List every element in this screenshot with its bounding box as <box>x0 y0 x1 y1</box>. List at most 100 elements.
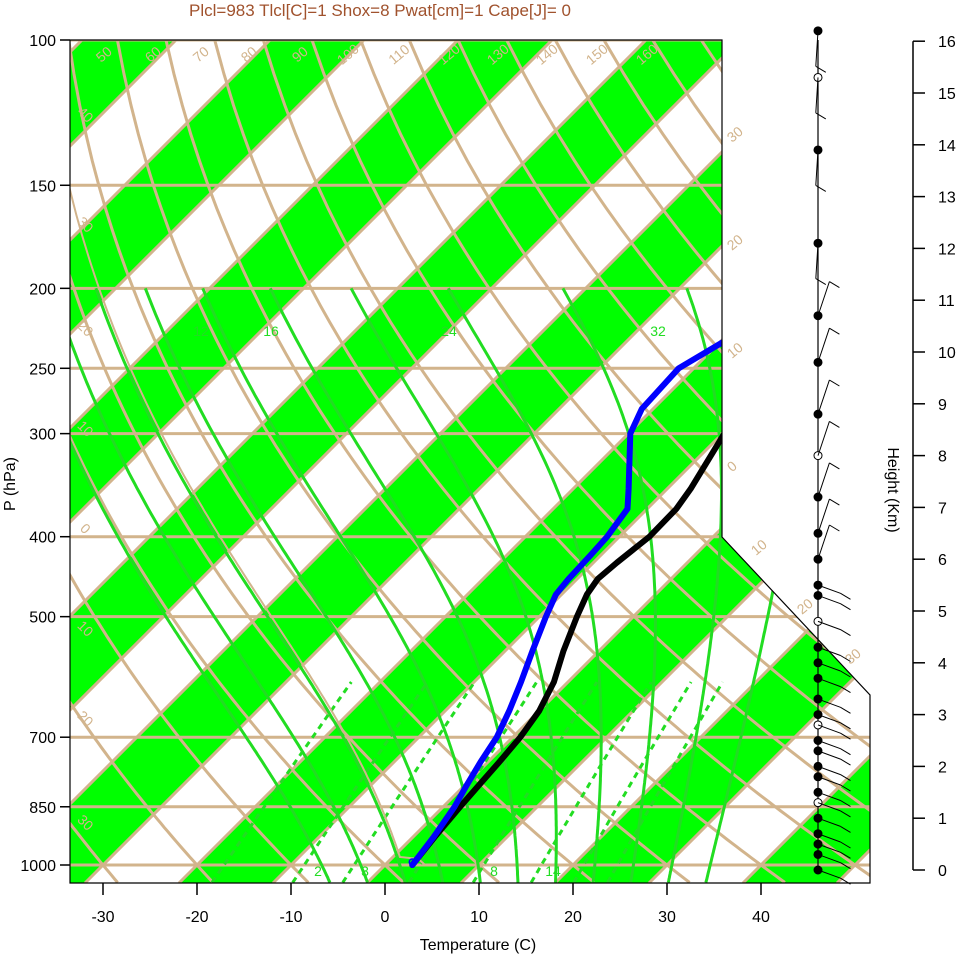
isotherm <box>647 40 870 883</box>
moist-adiabat <box>143 287 445 883</box>
height-tick-label: 11 <box>938 293 955 310</box>
wind-barb-flag <box>840 629 851 637</box>
wind-barb-flag <box>840 862 851 870</box>
isotherm <box>70 40 554 883</box>
wind-barb <box>817 714 841 724</box>
wind-barb-flag <box>829 524 840 532</box>
temperature-band <box>70 40 740 883</box>
x-tick-label: 20 <box>564 909 582 926</box>
wind-barb-flag <box>840 825 851 833</box>
pressure-tick-label: 1000 <box>20 858 56 875</box>
wind-barb-flag <box>840 706 851 714</box>
temperature-band <box>70 40 364 883</box>
height-tick-label: 3 <box>938 708 947 725</box>
parcel-line <box>70 67 426 866</box>
wind-barb <box>817 594 841 605</box>
wind-barb-flag <box>840 722 851 730</box>
wind-barb-flag <box>840 592 851 600</box>
isotherm-label: 110 <box>385 41 413 68</box>
height-tick-label: 4 <box>938 656 947 673</box>
x-tick-label: 30 <box>658 909 676 926</box>
mixing-ratio-line <box>291 681 429 883</box>
wind-barb <box>817 869 841 879</box>
moist-adiabat-label: 32 <box>650 323 666 339</box>
isotherm <box>70 40 460 883</box>
mixing-ratio-line <box>210 681 353 883</box>
isotherm <box>70 40 366 883</box>
isotherm <box>70 40 648 883</box>
wind-barb-flag <box>829 379 840 387</box>
y-axis-label: P (hPa) <box>2 457 19 511</box>
wind-barb <box>815 77 819 113</box>
x-tick-label: -20 <box>185 909 208 926</box>
wind-barb <box>817 833 841 843</box>
dry-adiabat <box>70 40 215 883</box>
pressure-tick-label: 500 <box>29 610 56 627</box>
height-tick-label: 5 <box>938 604 947 621</box>
wind-column <box>813 26 851 885</box>
wind-barb-flag <box>840 774 851 782</box>
isotherm <box>177 40 870 883</box>
wind-barb <box>817 750 841 760</box>
wind-barb-flag <box>840 800 851 807</box>
wind-barb-flag <box>840 655 851 662</box>
x-tick-label: 10 <box>470 909 488 926</box>
dry-adiabat <box>0 2 22 882</box>
wind-barb <box>817 677 841 688</box>
temperature-band <box>555 40 870 883</box>
wind-barb-flag <box>840 748 851 756</box>
dry-adiabat-label: 20 <box>74 707 96 729</box>
wind-barb-flag <box>840 732 851 740</box>
wind-barb-flag <box>840 851 851 859</box>
isotherm-label: 10 <box>724 339 746 361</box>
mixing-ratio-label: 8 <box>490 863 498 879</box>
surface-marker <box>408 858 417 866</box>
x-tick-label: -10 <box>279 909 302 926</box>
wind-barb-flag <box>840 686 851 694</box>
parcel-path <box>70 67 426 866</box>
wind-barb <box>817 498 830 534</box>
x-tick-label: -30 <box>91 909 114 926</box>
moist-adiabat-label: 16 <box>263 323 279 339</box>
moist-adiabat <box>94 287 407 883</box>
wind-barb <box>817 462 830 498</box>
wind-barb <box>817 791 841 801</box>
isotherm <box>70 40 742 883</box>
wind-barb <box>817 776 841 786</box>
mixing-ratio-label: 2 <box>314 863 322 879</box>
pressure-tick-label: 300 <box>29 427 56 444</box>
mixing-ratio-label: 14 <box>545 863 561 879</box>
wind-barb-flag <box>829 498 840 506</box>
isotherm <box>70 40 272 883</box>
wind-barb-flag <box>829 462 840 470</box>
wind-barb <box>817 524 830 560</box>
wind-barb <box>815 149 819 186</box>
height-tick-label: 2 <box>938 759 947 776</box>
wind-barb <box>817 584 841 594</box>
height-tick-label: 13 <box>938 190 956 207</box>
wind-barb-flag <box>815 112 827 120</box>
pressure-tick-label: 700 <box>29 730 56 747</box>
isotherm-label: 70 <box>190 43 212 65</box>
wind-barb-flag <box>829 327 840 335</box>
moist-adiabat <box>70 287 369 883</box>
wind-barb <box>817 740 841 750</box>
wind-barb <box>817 328 830 363</box>
wind-barb <box>817 379 830 415</box>
isotherm-label: 0 <box>724 457 740 474</box>
moist-adiabat-label: 12 <box>193 323 209 339</box>
wind-barb <box>817 765 841 776</box>
mixing-ratio-line <box>341 681 476 883</box>
wind-barb <box>817 724 841 734</box>
mixing-ratio-label: 3 <box>361 863 369 879</box>
wind-barb <box>815 243 819 279</box>
height-tick-label: 6 <box>938 552 947 569</box>
x-tick-label: 0 <box>381 909 390 926</box>
pressure-tick-label: 400 <box>29 530 56 547</box>
pressure-axis: 100 150 200 250 300 400 500 700 850 1000 <box>20 33 70 875</box>
wind-barb <box>817 646 841 656</box>
temperature-band <box>179 40 870 883</box>
wind-barb-flag <box>815 65 827 73</box>
